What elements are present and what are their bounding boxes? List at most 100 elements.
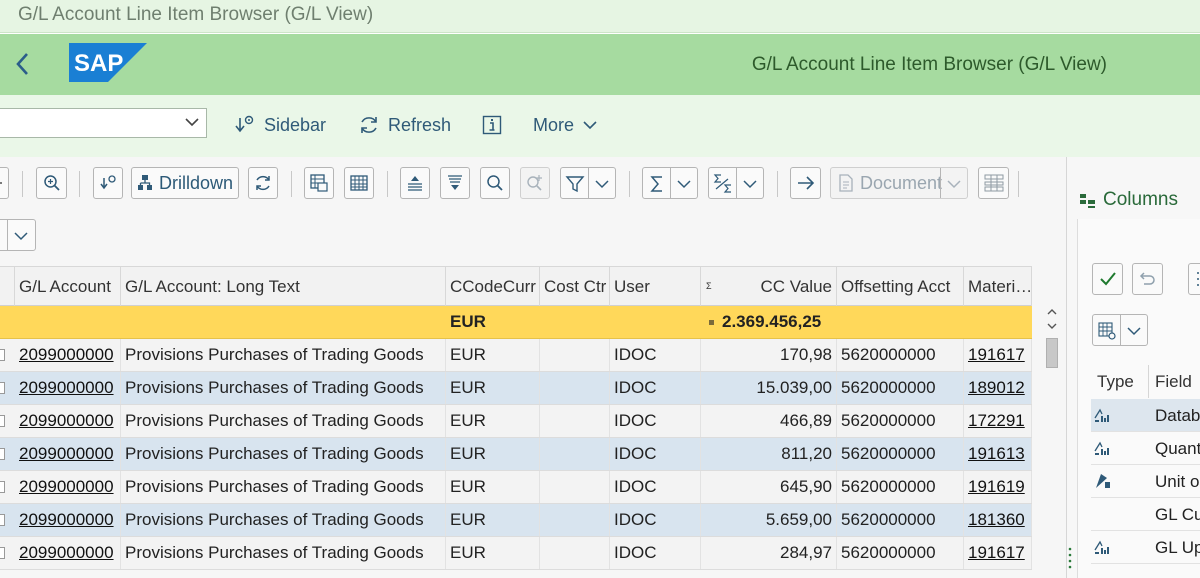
cell-material-link[interactable]: 181360: [968, 510, 1025, 529]
chevron-down-icon: [947, 180, 961, 189]
column-header-gl-account[interactable]: G/L Account: [15, 267, 121, 306]
table-row[interactable]: 2099000000 Provisions Purchases of Tradin…: [0, 339, 1032, 372]
cell-user: IDOC: [610, 504, 701, 536]
row-select-box: [0, 481, 5, 493]
collapse-button[interactable]: [0, 167, 9, 199]
fields-header-name[interactable]: Field N: [1149, 365, 1200, 424]
field-row[interactable]: GL Up: [1091, 531, 1200, 564]
cc-value-header-label: CC Value: [760, 277, 833, 296]
cell-gl-account-link[interactable]: 2099000000: [19, 543, 114, 562]
chevron-down-icon: [743, 180, 757, 189]
table-row[interactable]: 2099000000 Provisions Purchases of Tradin…: [0, 405, 1032, 438]
split-divider: [736, 168, 737, 198]
column-header-currency[interactable]: CCodeCurr: [446, 267, 540, 306]
find-next-button[interactable]: [520, 167, 550, 199]
panel-splitter-handle[interactable]: [1068, 545, 1072, 569]
undo-button[interactable]: [1132, 263, 1163, 295]
column-header-long-text[interactable]: G/L Account: Long Text: [121, 267, 446, 306]
split-divider: [940, 168, 941, 198]
hierarchy-icon: [138, 175, 152, 190]
column-options-button[interactable]: [1092, 314, 1148, 346]
table-row[interactable]: 2099000000 Provisions Purchases of Tradin…: [0, 504, 1032, 537]
cell-long-text: Provisions Purchases of Trading Goods: [121, 537, 446, 569]
refresh-button[interactable]: Refresh: [358, 113, 451, 137]
fields-header-type[interactable]: Type: [1091, 365, 1149, 398]
apply-button[interactable]: [1092, 263, 1123, 295]
scroll-thumb[interactable]: [1046, 338, 1058, 368]
field-row[interactable]: Quant: [1091, 432, 1200, 465]
window-title: G/L Account Line Item Browser (G/L View): [18, 4, 374, 25]
table-row[interactable]: 2099000000 Provisions Purchases of Tradin…: [0, 471, 1032, 504]
total-currency: EUR: [450, 312, 486, 331]
layout-button[interactable]: [344, 167, 374, 199]
select-all-button[interactable]: [1188, 263, 1200, 295]
scroll-up-icon: [1047, 309, 1057, 315]
cell-gl-account-link[interactable]: 2099000000: [19, 477, 114, 496]
table-row[interactable]: 2099000000 Provisions Purchases of Tradin…: [0, 537, 1032, 570]
row-selector-header[interactable]: [0, 267, 15, 306]
cell-gl-account-link[interactable]: 2099000000: [19, 444, 114, 463]
filter-button[interactable]: [560, 167, 616, 199]
find-button[interactable]: [480, 167, 510, 199]
document-button[interactable]: Document: [830, 167, 968, 199]
cell-material-link[interactable]: 191619: [968, 477, 1025, 496]
field-row[interactable]: Unit o: [1091, 465, 1200, 498]
cell-gl-account-link[interactable]: 2099000000: [19, 378, 114, 397]
sidebar-toggle-button[interactable]: [93, 167, 123, 199]
layout-select-button[interactable]: [0, 219, 36, 251]
columns-side-panel: Columns Type Field N Datab Quant Unit o GL …: [1066, 157, 1200, 578]
export-button[interactable]: [304, 167, 334, 199]
refresh-grid-button[interactable]: [248, 167, 278, 199]
grid-toolbar: Drilldown: [0, 157, 1066, 213]
checkmark-icon: [1099, 272, 1116, 286]
cell-long-text: Provisions Purchases of Trading Goods: [121, 405, 446, 437]
navigate-button[interactable]: [790, 167, 821, 199]
column-header-material[interactable]: Materi…: [964, 267, 1032, 306]
vertical-scrollbar[interactable]: [1042, 307, 1062, 578]
column-header-user[interactable]: User: [610, 267, 701, 306]
info-button[interactable]: [482, 113, 502, 137]
column-header-cost-center[interactable]: Cost Ctr: [540, 267, 610, 306]
cell-gl-account-link[interactable]: 2099000000: [19, 345, 114, 364]
toolbar-separator: [777, 171, 778, 197]
column-settings-button[interactable]: [978, 167, 1009, 199]
total-button[interactable]: [642, 167, 698, 199]
arrow-right-icon: [797, 176, 814, 190]
field-row[interactable]: GL Cu: [1091, 498, 1200, 531]
cell-currency: EUR: [446, 504, 540, 536]
zoom-button[interactable]: [36, 167, 67, 199]
cell-gl-account-link[interactable]: 2099000000: [19, 510, 114, 529]
cell-material-link[interactable]: 189012: [968, 378, 1025, 397]
tab-columns[interactable]: Columns: [1079, 189, 1178, 211]
table-row[interactable]: 2099000000 Provisions Purchases of Tradin…: [0, 438, 1032, 471]
total-marker-icon: [709, 320, 714, 326]
sort-ascending-icon: [408, 176, 422, 191]
drilldown-label: Drilldown: [159, 172, 234, 193]
drilldown-button[interactable]: Drilldown: [131, 167, 239, 199]
column-layout-icon: [984, 174, 1003, 192]
cell-offsetting-acct: 5620000000: [837, 504, 964, 536]
cell-material: 172291: [964, 405, 1032, 437]
column-header-offsetting-acct[interactable]: Offsetting Acct: [837, 267, 964, 306]
toolbar-separator: [629, 171, 630, 197]
back-button[interactable]: [10, 48, 36, 80]
subtotal-button[interactable]: [708, 167, 764, 199]
sidebar-button[interactable]: Sidebar: [234, 113, 326, 137]
more-menu-button[interactable]: More: [533, 113, 598, 137]
sort-ascending-button[interactable]: [400, 167, 430, 199]
table-row[interactable]: 2099000000 Provisions Purchases of Tradin…: [0, 372, 1032, 405]
cell-gl-account-link[interactable]: 2099000000: [19, 411, 114, 430]
shell-header: SAP G/L Account Line Item Browser (G/L V…: [0, 34, 1200, 95]
sap-logo-text: SAP: [74, 50, 123, 77]
sort-descending-button[interactable]: [440, 167, 470, 199]
field-row[interactable]: Datab: [1091, 399, 1200, 432]
cell-cc-value: 5.659,00: [701, 504, 837, 536]
cell-material-link[interactable]: 172291: [968, 411, 1025, 430]
cell-material-link[interactable]: 191613: [968, 444, 1025, 463]
cell-material-link[interactable]: 191617: [968, 345, 1025, 364]
cell-long-text: Provisions Purchases of Trading Goods: [121, 372, 446, 404]
column-header-cc-value[interactable]: Σ CC Value: [701, 267, 837, 306]
cell-material-link[interactable]: 191617: [968, 543, 1025, 562]
row-select-box: [0, 415, 5, 427]
variant-dropdown[interactable]: [0, 108, 207, 138]
